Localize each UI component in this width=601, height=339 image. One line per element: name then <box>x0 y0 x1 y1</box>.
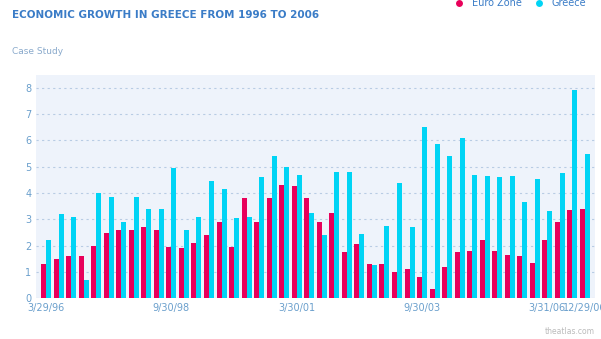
Bar <box>104 233 109 298</box>
Bar <box>179 248 184 298</box>
Bar <box>422 127 427 298</box>
Legend: Euro Zone, Greece: Euro Zone, Greece <box>445 0 590 12</box>
Bar <box>222 189 227 298</box>
Bar <box>417 277 422 298</box>
Bar <box>154 230 159 298</box>
Bar <box>41 264 46 298</box>
Bar <box>355 244 359 298</box>
Bar <box>535 179 540 298</box>
Bar <box>109 197 114 298</box>
Bar <box>79 256 84 298</box>
Bar <box>129 230 134 298</box>
Bar <box>267 198 272 298</box>
Bar <box>209 181 214 298</box>
Bar <box>392 272 397 298</box>
Bar <box>372 265 377 298</box>
Bar <box>234 218 239 298</box>
Bar <box>96 193 101 298</box>
Bar <box>59 214 64 298</box>
Bar <box>334 172 340 298</box>
Text: Case Study: Case Study <box>12 47 63 57</box>
Bar <box>522 202 527 298</box>
Bar <box>409 227 415 298</box>
Bar <box>304 198 310 298</box>
Bar <box>310 213 314 298</box>
Bar <box>204 235 209 298</box>
Bar <box>197 217 201 298</box>
Bar <box>84 280 89 298</box>
Bar <box>505 255 510 298</box>
Bar <box>567 210 572 298</box>
Bar <box>91 246 96 298</box>
Bar <box>367 264 372 298</box>
Bar <box>560 173 565 298</box>
Bar <box>359 234 364 298</box>
Bar <box>116 230 121 298</box>
Bar <box>171 168 177 298</box>
Bar <box>467 251 472 298</box>
Bar <box>121 222 126 298</box>
Bar <box>347 172 352 298</box>
Bar <box>460 138 465 298</box>
Bar <box>279 185 284 298</box>
Bar <box>216 222 222 298</box>
Bar <box>317 222 322 298</box>
Bar <box>454 252 460 298</box>
Text: theatlas.com: theatlas.com <box>545 326 595 336</box>
Bar <box>472 175 477 298</box>
Bar <box>404 270 409 298</box>
Bar <box>192 243 197 298</box>
Bar <box>430 289 435 298</box>
Bar <box>146 209 151 298</box>
Bar <box>272 156 276 298</box>
Bar <box>329 213 334 298</box>
Bar <box>385 226 389 298</box>
Bar <box>141 227 146 298</box>
Bar <box>435 144 439 298</box>
Bar <box>548 212 552 298</box>
Bar <box>585 154 590 298</box>
Bar <box>447 156 452 298</box>
Bar <box>229 247 234 298</box>
Bar <box>480 240 485 298</box>
Bar <box>46 240 51 298</box>
Bar <box>510 176 515 298</box>
Bar <box>572 91 578 298</box>
Bar <box>259 177 264 298</box>
Bar <box>397 182 402 298</box>
Bar <box>159 209 164 298</box>
Bar <box>492 251 497 298</box>
Text: ECONOMIC GROWTH IN GREECE FROM 1996 TO 2006: ECONOMIC GROWTH IN GREECE FROM 1996 TO 2… <box>12 10 319 20</box>
Bar <box>254 222 259 298</box>
Bar <box>166 247 171 298</box>
Bar <box>66 256 71 298</box>
Bar <box>580 209 585 298</box>
Bar <box>379 264 385 298</box>
Bar <box>555 222 560 298</box>
Bar <box>442 267 447 298</box>
Bar <box>342 252 347 298</box>
Bar <box>291 186 297 298</box>
Bar <box>297 175 302 298</box>
Bar <box>71 217 76 298</box>
Bar <box>485 176 490 298</box>
Bar <box>517 256 522 298</box>
Bar <box>53 259 59 298</box>
Bar <box>184 230 189 298</box>
Bar <box>284 167 289 298</box>
Bar <box>246 217 252 298</box>
Bar <box>497 177 502 298</box>
Bar <box>530 263 535 298</box>
Bar <box>242 198 246 298</box>
Bar <box>322 235 327 298</box>
Bar <box>134 197 139 298</box>
Bar <box>542 240 548 298</box>
